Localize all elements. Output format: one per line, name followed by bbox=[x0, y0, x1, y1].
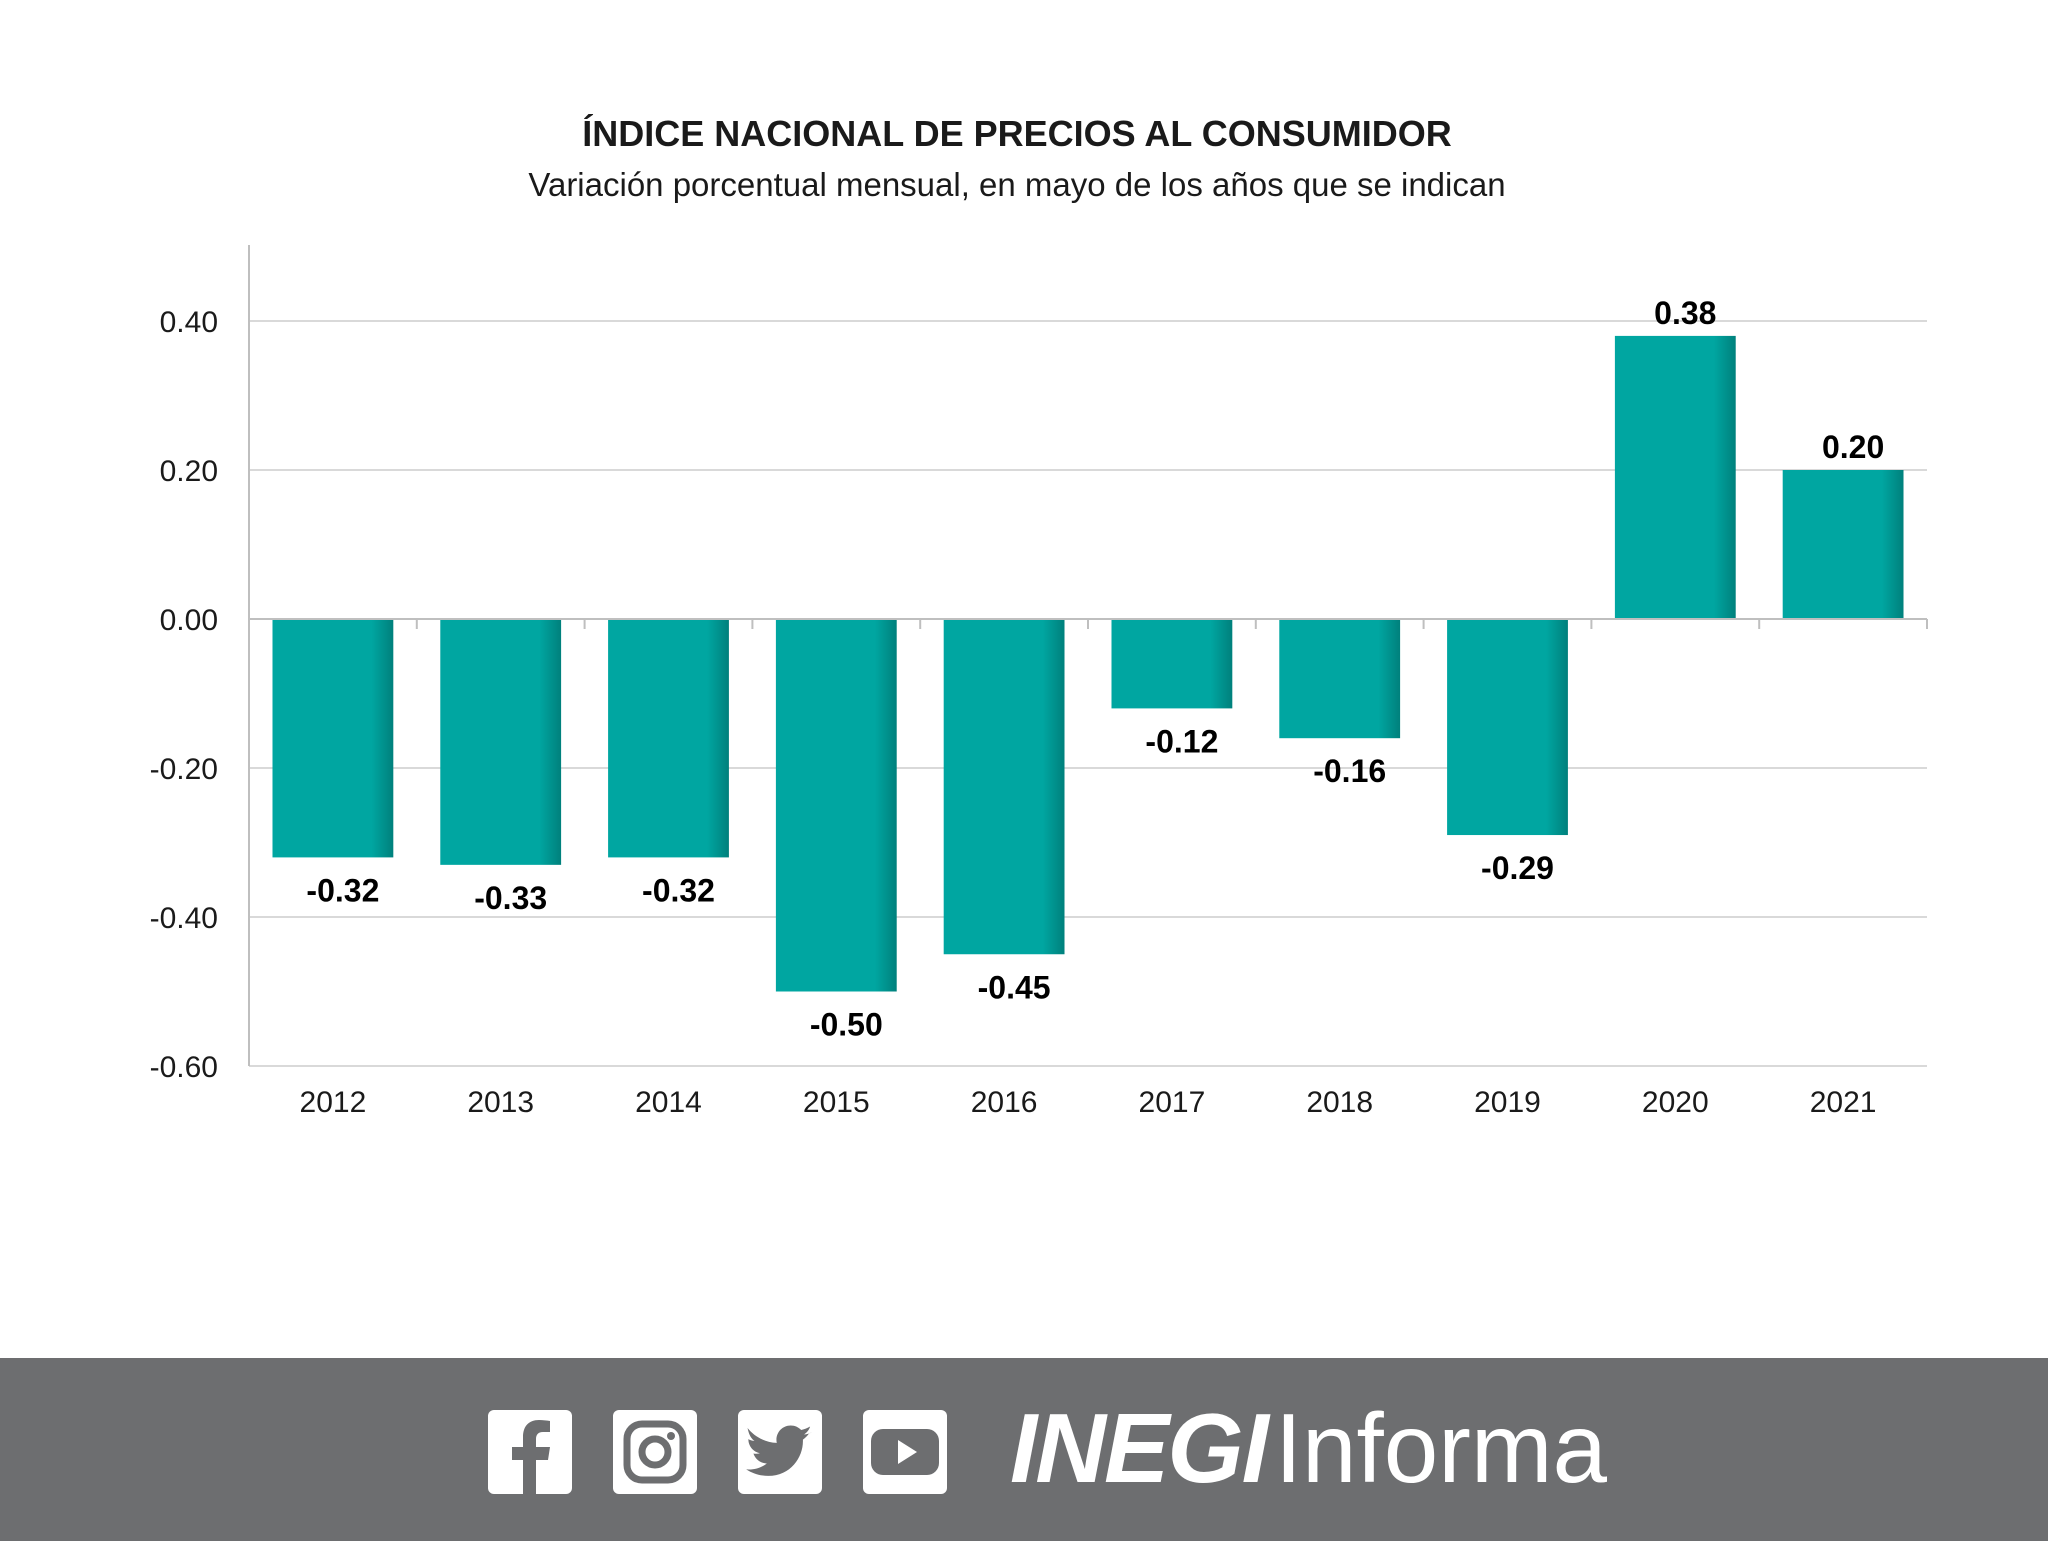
bar-2017 bbox=[1111, 619, 1233, 709]
data-label-2015: -0.50 bbox=[810, 1007, 883, 1043]
labels: 0.40 0.20 0.00 -0.20 -0.40 -0.60 -0.32 2012 -0.3… bbox=[150, 295, 1885, 1119]
data-label-2014: -0.32 bbox=[642, 872, 715, 908]
youtube-icon[interactable] bbox=[863, 1410, 947, 1494]
data-label-2017: -0.12 bbox=[1145, 723, 1218, 759]
bar-2021 bbox=[1782, 470, 1904, 619]
data-label-2019: -0.29 bbox=[1481, 850, 1554, 886]
x-tick-label: 2017 bbox=[1139, 1086, 1206, 1119]
bar-2019 bbox=[1447, 619, 1568, 836]
y-tick-label: -0.20 bbox=[150, 753, 218, 786]
x-tick-label: 2020 bbox=[1642, 1086, 1709, 1119]
data-label-2016: -0.45 bbox=[978, 969, 1051, 1005]
brand-informa: Informa bbox=[1274, 1393, 1608, 1503]
inegi-informa-logo: INEGIInforma bbox=[1010, 1388, 1607, 1508]
y-tick-label: -0.60 bbox=[150, 1051, 218, 1084]
bar-2018 bbox=[1279, 619, 1401, 739]
data-label-2012: -0.32 bbox=[306, 872, 379, 908]
bar-2013 bbox=[440, 619, 562, 865]
data-label-2013: -0.33 bbox=[474, 880, 547, 916]
twitter-icon[interactable] bbox=[738, 1410, 822, 1494]
footer-bar: INEGIInforma bbox=[0, 1358, 2048, 1541]
y-tick-label: 0.40 bbox=[160, 306, 218, 339]
data-label-2020: 0.38 bbox=[1654, 295, 1716, 331]
data-label-2021: 0.20 bbox=[1822, 429, 1884, 465]
chart-subtitle: Variación porcentual mensual, en mayo de… bbox=[528, 166, 1505, 203]
axes bbox=[248, 245, 1928, 1066]
y-tick-label: 0.00 bbox=[160, 604, 218, 637]
x-tick-label: 2019 bbox=[1474, 1086, 1541, 1119]
y-tick-label: 0.20 bbox=[160, 455, 218, 488]
brand-inegi: INEGI bbox=[1010, 1393, 1269, 1503]
x-tick-label: 2018 bbox=[1306, 1086, 1373, 1119]
bars bbox=[272, 335, 1904, 992]
bar-2012 bbox=[272, 619, 394, 858]
x-tick-label: 2015 bbox=[803, 1086, 870, 1119]
bar-2016 bbox=[943, 619, 1065, 955]
x-tick-label: 2021 bbox=[1810, 1086, 1877, 1119]
facebook-icon[interactable] bbox=[488, 1410, 572, 1494]
data-label-2018: -0.16 bbox=[1313, 753, 1386, 789]
y-tick-label: -0.40 bbox=[150, 902, 218, 935]
x-tick-label: 2016 bbox=[971, 1086, 1038, 1119]
x-tick-label: 2012 bbox=[300, 1086, 367, 1119]
chart-title: ÍNDICE NACIONAL DE PRECIOS AL CONSUMIDOR bbox=[582, 113, 1451, 154]
x-tick-label: 2013 bbox=[467, 1086, 534, 1119]
bar-2014 bbox=[608, 619, 729, 858]
bar-2020 bbox=[1614, 335, 1736, 619]
chart: ÍNDICE NACIONAL DE PRECIOS AL CONSUMIDOR… bbox=[150, 113, 1928, 1119]
x-tick-label: 2014 bbox=[635, 1086, 702, 1119]
instagram-icon[interactable] bbox=[613, 1410, 697, 1494]
bar-2015 bbox=[775, 619, 897, 992]
